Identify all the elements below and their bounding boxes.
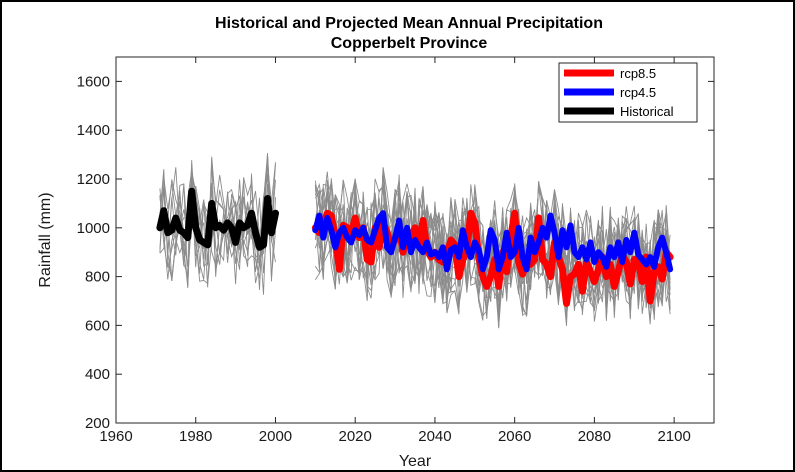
legend: rcp8.5 rcp4.5 Historical <box>558 62 698 123</box>
series-line-historical <box>156 187 279 251</box>
x-axis-ticks: 1960 1980 2000 2020 2040 2060 2080 2100 <box>99 57 691 445</box>
y-tick-label: 1000 <box>77 220 110 237</box>
y-tick-label: 400 <box>85 366 110 383</box>
y-axis-label: Rainfall (mm) <box>37 192 54 287</box>
x-tick-label: 2080 <box>578 428 611 445</box>
historical-ensemble-line <box>159 154 276 279</box>
y-tick-label: 800 <box>85 269 110 286</box>
chart-subtitle: Copperbelt Province <box>331 35 488 52</box>
x-tick-label: 2100 <box>657 428 690 445</box>
series-lines <box>156 187 674 307</box>
projection-ensemble-line <box>314 170 671 308</box>
y-tick-label: 1400 <box>77 122 110 139</box>
x-axis-label: Year <box>399 453 432 470</box>
x-tick-label: 2020 <box>339 428 372 445</box>
projection-ensemble-line <box>314 168 671 319</box>
x-tick-label: 1980 <box>179 428 212 445</box>
legend-label-rcp85: rcp8.5 <box>620 66 656 81</box>
y-tick-label: 1200 <box>77 171 110 188</box>
chart-title: Historical and Projected Mean Annual Pre… <box>215 15 603 32</box>
projection-ensemble-line <box>314 179 671 322</box>
legend-label-historical: Historical <box>620 104 674 119</box>
y-tick-label: 1600 <box>77 73 110 90</box>
historical-ensemble-line <box>159 166 276 278</box>
y-tick-label: 200 <box>85 415 110 432</box>
x-tick-label: 2000 <box>259 428 292 445</box>
y-tick-label: 600 <box>85 317 110 334</box>
series-line-rcp45 <box>312 210 674 273</box>
y-axis-ticks: 200 400 600 800 1000 1200 1400 1600 <box>77 73 714 432</box>
x-tick-label: 2060 <box>498 428 531 445</box>
x-tick-label: 2040 <box>418 428 451 445</box>
legend-label-rcp45: rcp4.5 <box>620 85 656 100</box>
x-tick-label: 1960 <box>99 428 132 445</box>
